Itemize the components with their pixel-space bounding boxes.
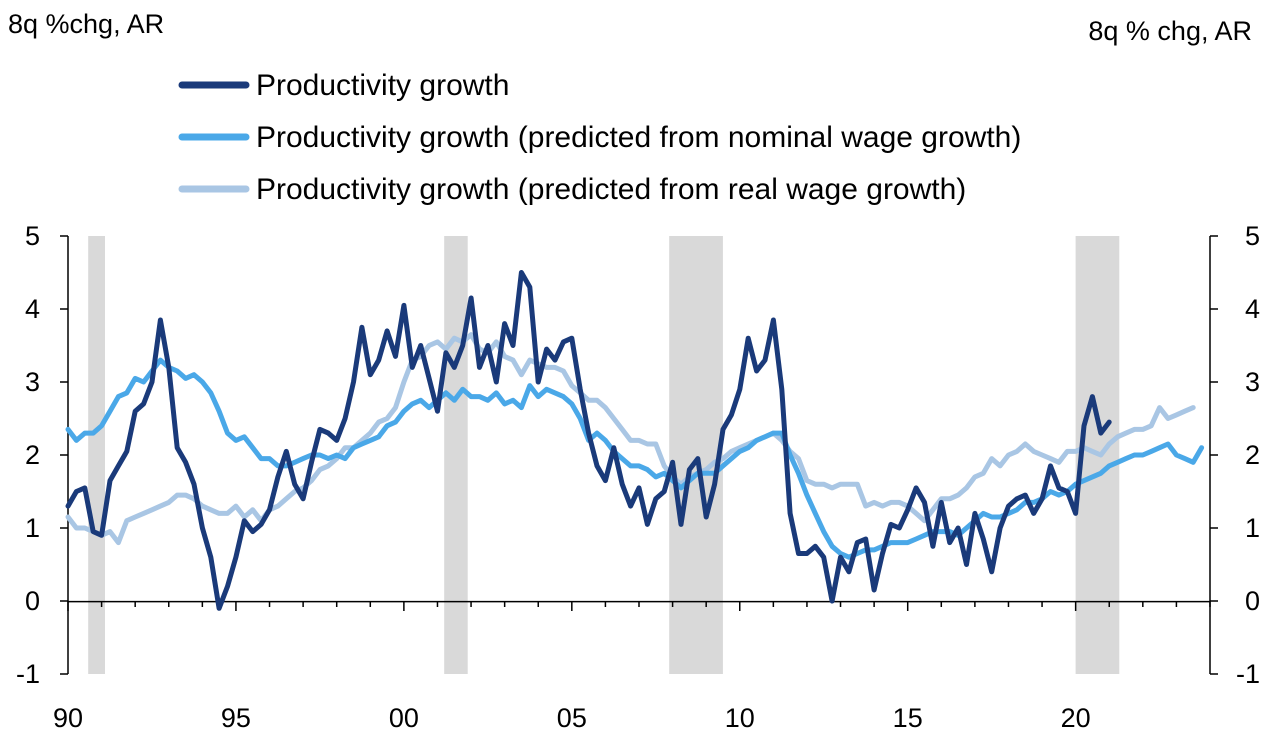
left-y-tick-label: 1 (25, 513, 40, 543)
series-line-predicted-real (65, 332, 1196, 546)
left-y-tick-label: 2 (25, 440, 40, 470)
ticks: 5 54 43 32 21 10 0-1 -190 95 00 05 10 15 20 (16, 221, 1260, 733)
right-y-tick-label: -1 (1236, 659, 1260, 689)
x-tick-label: 15 (893, 703, 923, 733)
right-axis-unit-label: 8q % chg, AR (1088, 16, 1252, 46)
x-tick-label: 05 (557, 703, 587, 733)
recession-band-0 (88, 236, 105, 674)
recession-band-1 (444, 236, 468, 674)
left-y-tick-label: 4 (25, 294, 40, 324)
left-y-tick-label: 0 (25, 586, 40, 616)
right-y-tick-label: 2 (1245, 440, 1260, 470)
series-lines (65, 270, 1205, 611)
x-tick-label: 90 (53, 703, 83, 733)
x-tick-label: 20 (1061, 703, 1091, 733)
recession-shading (88, 236, 1120, 674)
recession-band-2 (669, 236, 723, 674)
left-y-tick-label: 5 (25, 221, 40, 251)
legend-label-productivity: Productivity growth (256, 69, 509, 102)
left-axis-unit-label: 8q %chg, AR (8, 9, 164, 39)
x-tick-label: 10 (725, 703, 755, 733)
legend: Productivity growth Productivity growth … (178, 69, 1021, 206)
series-line-productivity (65, 270, 1112, 611)
left-y-tick-label: 3 (25, 367, 40, 397)
right-y-tick-label: 3 (1245, 367, 1260, 397)
right-y-tick-label: 5 (1245, 221, 1260, 251)
right-y-tick-label: 4 (1245, 294, 1260, 324)
right-y-tick-label: 0 (1245, 586, 1260, 616)
x-tick-label: 00 (389, 703, 419, 733)
right-y-tick-label: 1 (1245, 513, 1260, 543)
legend-label-nominal: Productivity growth (predicted from nomi… (256, 121, 1021, 154)
series-line-predicted-nominal (65, 357, 1205, 560)
left-y-tick-label: -1 (16, 659, 40, 689)
legend-label-real: Productivity growth (predicted from real… (256, 173, 966, 206)
x-tick-label: 95 (221, 703, 251, 733)
